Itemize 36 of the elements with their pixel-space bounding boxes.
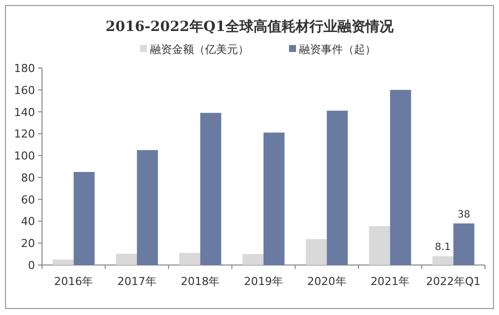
bar [52, 260, 74, 265]
bar [390, 90, 412, 265]
y-tick-label: 60 [21, 193, 35, 206]
y-tick-label: 80 [21, 171, 35, 184]
y-tick-label: 140 [14, 106, 35, 119]
data-label: 8.1 [434, 242, 451, 254]
bar [264, 132, 284, 265]
chart-title: 2016-2022年Q1全球高值耗材行业融资情况 [106, 18, 394, 35]
bar [432, 256, 454, 265]
bar [116, 254, 137, 265]
y-tick-label: 120 [14, 128, 35, 141]
x-tick-label: 2017年 [117, 275, 156, 288]
x-tick-label: 2020年 [307, 275, 346, 288]
legend-label: 融资事件（起） [299, 43, 376, 56]
bar [369, 226, 390, 265]
bar [200, 112, 222, 265]
data-label: 38 [457, 209, 470, 220]
legend-label: 融资金额（亿美元） [150, 43, 249, 56]
y-tick-label: 0 [28, 259, 35, 272]
bar [242, 254, 264, 265]
y-tick-label: 40 [21, 215, 35, 228]
x-tick-label: 2018年 [180, 275, 220, 288]
bar [306, 239, 327, 265]
x-tick-label: 2022年Q1 [426, 275, 481, 288]
bar [326, 110, 348, 265]
y-tick-label: 20 [21, 237, 35, 250]
y-tick-label: 180 [14, 62, 35, 75]
x-tick-label: 2016年 [54, 275, 94, 288]
bar [74, 172, 95, 265]
bar [453, 223, 474, 265]
bar [136, 150, 158, 265]
bar [179, 252, 200, 265]
y-tick-label: 100 [14, 150, 35, 163]
y-tick-label: 160 [14, 84, 35, 97]
x-tick-label: 2021年 [370, 275, 410, 288]
x-tick-label: 2019年 [244, 275, 283, 288]
